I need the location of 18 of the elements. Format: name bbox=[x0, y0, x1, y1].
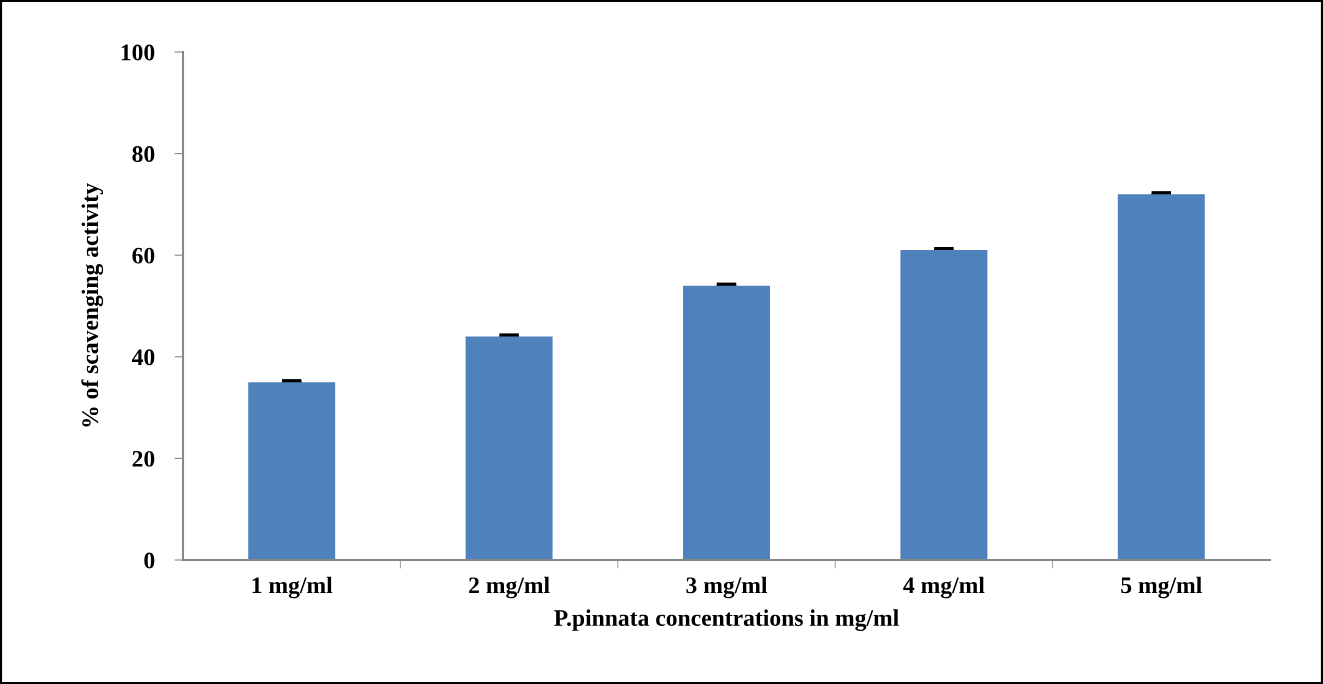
x-tick-label: 5 mg/ml bbox=[1121, 576, 1202, 599]
y-tick-label: 0 bbox=[144, 552, 155, 569]
bar bbox=[465, 336, 553, 560]
y-tick-label: 40 bbox=[131, 349, 155, 366]
y-tick-label: 60 bbox=[132, 247, 155, 264]
y-tick-label: 20 bbox=[132, 450, 155, 467]
bar bbox=[900, 250, 988, 560]
x-tick-label: 4 mg/ml bbox=[903, 576, 985, 599]
bar bbox=[1117, 194, 1205, 560]
x-tick-label: 1 mg/ml bbox=[252, 576, 333, 599]
bar bbox=[683, 285, 770, 560]
y-tick-label: 100 bbox=[121, 44, 155, 61]
x-tick-label: 2 mg/ml bbox=[469, 576, 550, 599]
x-axis-title: P.pinnata concentrations in mg/ml bbox=[554, 609, 899, 631]
y-axis-title: % of scavenging activity bbox=[81, 183, 104, 427]
y-tick-label: 80 bbox=[132, 146, 155, 163]
bar bbox=[248, 382, 336, 560]
x-tick-label: 3 mg/ml bbox=[686, 576, 768, 599]
